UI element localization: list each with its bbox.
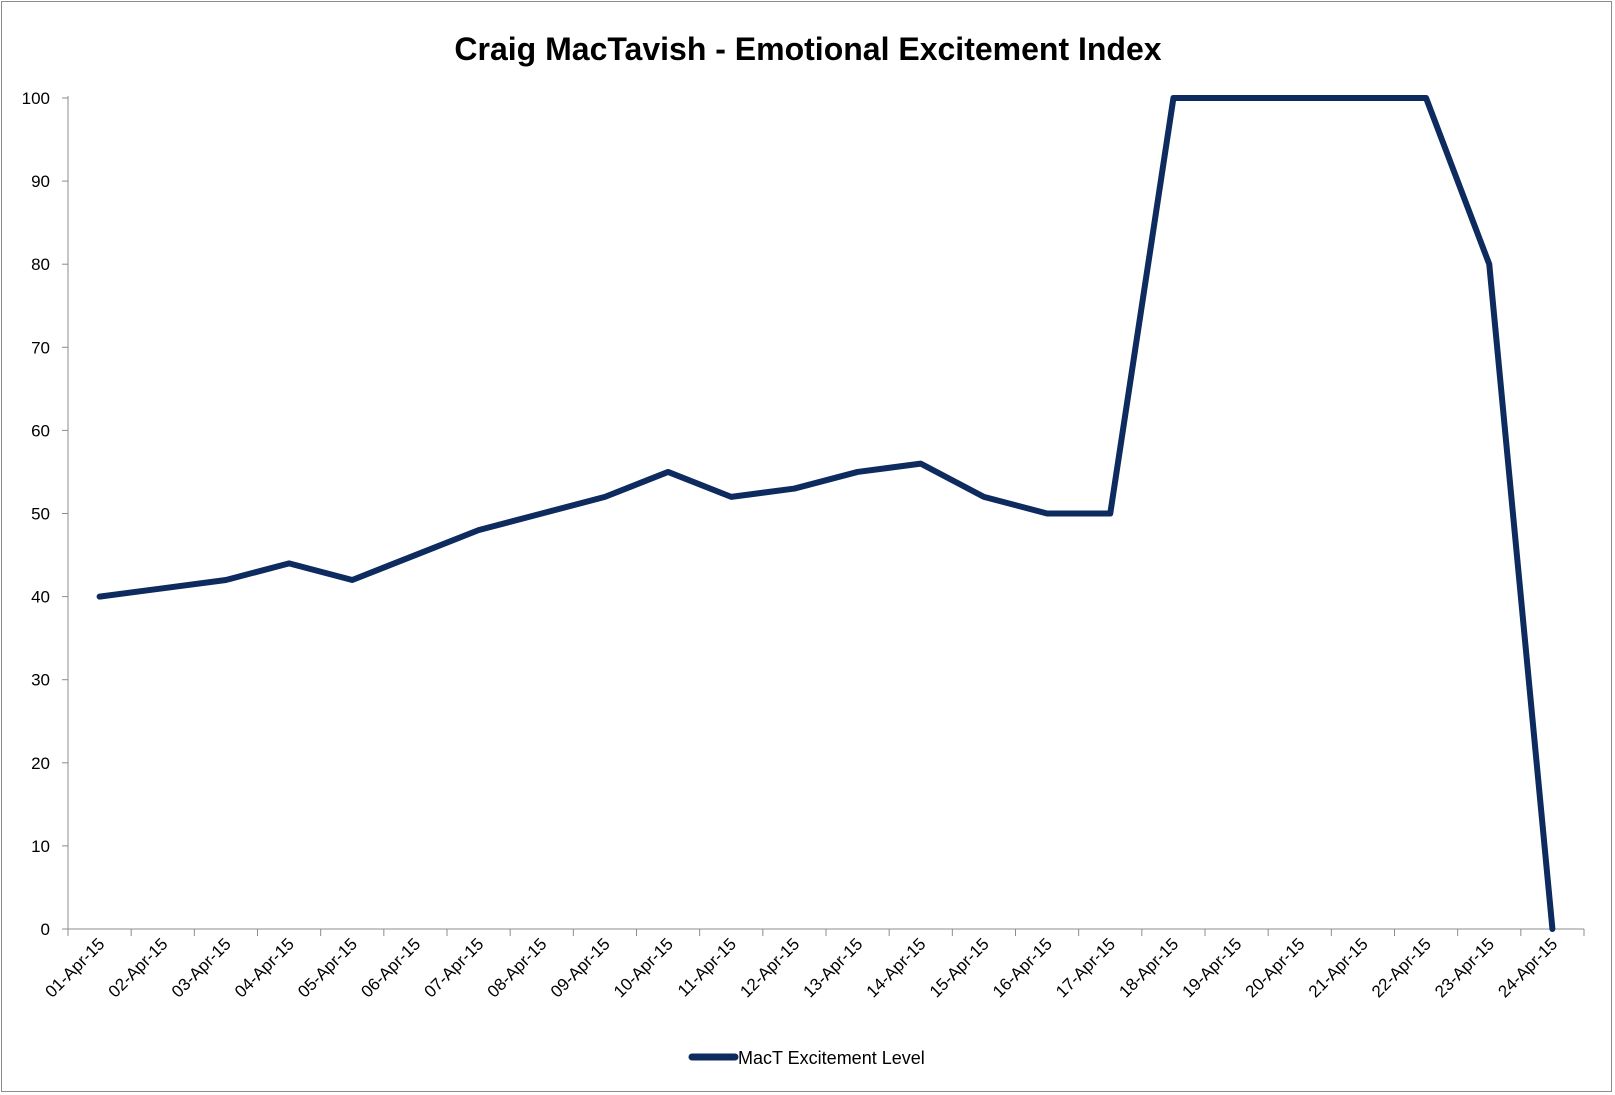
series-group (96, 95, 1556, 932)
x-axis-ticks: 01-Apr-1502-Apr-1503-Apr-1504-Apr-1505-A… (42, 929, 1585, 1001)
data-point (351, 579, 353, 581)
data-point (1172, 97, 1174, 99)
x-tick-label: 18-Apr-15 (1115, 934, 1182, 1001)
x-tick-label: 01-Apr-15 (42, 934, 109, 1001)
x-tick-label: 03-Apr-15 (168, 934, 235, 1001)
data-point (225, 579, 227, 581)
data-point (1551, 928, 1553, 930)
data-point (730, 496, 732, 498)
x-tick-label: 04-Apr-15 (231, 934, 298, 1001)
data-point (288, 562, 290, 564)
x-tick-label: 15-Apr-15 (926, 934, 993, 1001)
data-point (1488, 263, 1490, 265)
data-point (667, 471, 669, 473)
data-point (162, 587, 164, 589)
y-tick-label: 10 (31, 837, 50, 856)
y-tick-label: 60 (31, 421, 50, 440)
data-point (1299, 97, 1301, 99)
x-tick-label: 11-Apr-15 (674, 934, 740, 1000)
y-tick-label: 50 (31, 505, 50, 524)
x-tick-label: 20-Apr-15 (1242, 934, 1309, 1001)
y-tick-label: 0 (41, 920, 50, 939)
y-tick-label: 100 (22, 89, 50, 108)
y-axis-ticks: 0 10 20 30 40 50 60 70 80 90 100 (22, 89, 68, 939)
x-tick-label: 10-Apr-15 (610, 934, 677, 1001)
y-tick-label: 20 (31, 754, 50, 773)
data-point (1425, 97, 1427, 99)
data-point (1046, 513, 1048, 514)
x-tick-label: 17-Apr-15 (1052, 934, 1119, 1001)
y-tick-label: 30 (31, 671, 50, 690)
data-point (99, 596, 101, 598)
axes (67, 96, 1584, 930)
x-tick-label: 12-Apr-15 (736, 934, 803, 1001)
chart-title: Craig MacTavish - Emotional Excitement I… (454, 31, 1161, 67)
x-tick-label: 16-Apr-15 (989, 934, 1056, 1001)
x-tick-label: 13-Apr-15 (800, 934, 867, 1001)
data-point (541, 513, 543, 514)
data-point (983, 496, 985, 498)
data-point (1109, 513, 1111, 514)
data-point (1362, 97, 1364, 99)
x-tick-label: 08-Apr-15 (484, 934, 551, 1001)
x-tick-label: 02-Apr-15 (105, 934, 172, 1001)
x-tick-label: 06-Apr-15 (357, 934, 424, 1001)
data-point (604, 496, 606, 498)
x-tick-label: 07-Apr-15 (421, 934, 488, 1001)
x-tick-label: 22-Apr-15 (1368, 934, 1435, 1001)
legend: MacT Excitement Level (688, 1048, 925, 1068)
y-tick-label: 70 (31, 338, 50, 357)
data-point (478, 529, 480, 531)
x-tick-label: 21-Apr-15 (1305, 934, 1372, 1001)
x-tick-label: 23-Apr-15 (1431, 934, 1498, 1001)
x-tick-label: 14-Apr-15 (863, 934, 930, 1001)
data-point (793, 488, 795, 490)
x-tick-label: 24-Apr-15 (1494, 934, 1561, 1001)
x-tick-label: 19-Apr-15 (1179, 934, 1246, 1001)
y-tick-label: 90 (31, 172, 50, 191)
data-point (1236, 97, 1238, 99)
series-line (96, 95, 1556, 932)
legend-label: MacT Excitement Level (738, 1048, 925, 1068)
x-tick-label: 05-Apr-15 (294, 934, 361, 1001)
data-point (414, 554, 416, 556)
y-tick-label: 40 (31, 588, 50, 607)
data-point (920, 463, 922, 465)
data-point (857, 471, 859, 473)
x-tick-label: 09-Apr-15 (547, 934, 614, 1001)
y-tick-label: 80 (31, 255, 50, 274)
